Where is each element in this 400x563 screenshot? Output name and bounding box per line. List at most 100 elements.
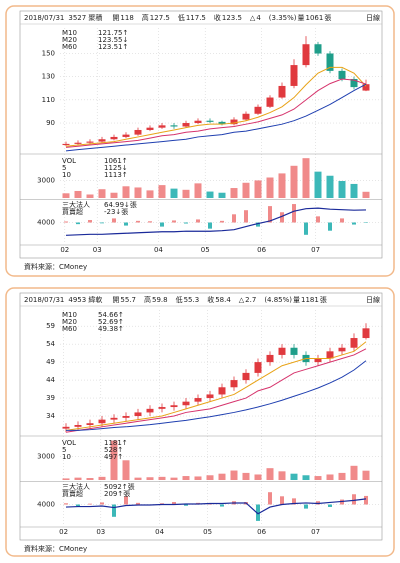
candle-body — [338, 70, 346, 79]
volume-bar — [170, 477, 178, 480]
y-tick-label: 130 — [42, 73, 55, 81]
volume-bar — [146, 477, 154, 480]
y-tick-label: 49 — [46, 358, 55, 366]
volume-bar — [86, 194, 94, 198]
volume-bar — [134, 477, 142, 480]
header-text: 4953 緯軟 — [68, 295, 102, 304]
volume-bar — [182, 476, 190, 480]
candle-body — [98, 419, 106, 424]
candle-body — [62, 426, 70, 429]
flow-bar — [208, 222, 212, 229]
flow-bar — [316, 501, 320, 505]
flow-bar — [256, 222, 260, 227]
candle-body — [206, 120, 214, 122]
flow-bar — [268, 492, 272, 505]
legend-value: 1125↓ — [104, 164, 128, 172]
candle-body — [134, 412, 142, 417]
candle-body — [314, 358, 322, 363]
volume-bar — [278, 173, 286, 198]
legend-value: 121.75↑ — [98, 29, 128, 37]
header-text: 127.5 — [150, 14, 170, 22]
candle-body — [362, 84, 370, 91]
x-tick-label: 07 — [311, 528, 320, 536]
y-tick-label: 59 — [46, 322, 55, 330]
header-text: 高 — [142, 13, 149, 22]
flow-bar — [256, 504, 260, 521]
flow-bar — [88, 503, 92, 505]
flow-bar — [172, 502, 176, 505]
header-text: △ — [239, 296, 245, 304]
flow-bar — [208, 503, 212, 505]
legend-value: 54.66↑ — [98, 311, 124, 319]
header-text: 123.5 — [222, 14, 242, 22]
institutional-line — [65, 207, 367, 236]
candle-body — [110, 136, 118, 140]
candle-body — [62, 143, 70, 146]
flow-bar — [340, 218, 344, 223]
candle-body — [194, 398, 202, 402]
volume-bar — [206, 191, 214, 198]
flow-bar — [340, 499, 344, 505]
candle-body — [158, 407, 166, 409]
legend-name: VOL — [62, 439, 76, 447]
legend-name: 10 — [62, 171, 71, 179]
volume-bar — [350, 183, 358, 198]
volume-bar — [290, 473, 298, 480]
flow-bar — [64, 503, 68, 505]
flow-bar — [304, 504, 308, 509]
volume-bar — [194, 476, 202, 480]
volume-bar — [242, 182, 250, 198]
x-tick-label: 02 — [60, 246, 69, 254]
volume-bar — [218, 192, 226, 198]
volume-bar — [326, 474, 334, 480]
legend-name: M10 — [62, 311, 77, 319]
y-tick-label: 4000 — [37, 501, 55, 509]
ma-line — [65, 83, 367, 152]
header-text: 58.4 — [215, 296, 231, 304]
volume-bar — [182, 189, 190, 198]
legend-name: 買賣超 — [62, 489, 83, 498]
flow-bar — [124, 222, 128, 226]
candle-body — [86, 423, 94, 426]
candle-body — [254, 106, 262, 114]
candle-body — [146, 127, 154, 130]
candle-body — [290, 65, 298, 86]
candle-body — [98, 139, 106, 142]
volume-bar — [302, 475, 310, 480]
legend-value: 64.99↓張 — [104, 201, 137, 209]
x-tick-label: 05 — [203, 528, 212, 536]
candle-body — [194, 120, 202, 124]
candle-body — [326, 53, 334, 71]
volume-bar — [230, 470, 238, 480]
flow-bar — [268, 206, 272, 223]
volume-bar — [62, 193, 70, 198]
legend-name: M20 — [62, 318, 77, 326]
header-text: 55.3 — [184, 296, 200, 304]
flow-bar — [184, 222, 188, 224]
volume-bar — [350, 465, 358, 480]
candle-body — [266, 354, 274, 363]
volume-bar — [314, 171, 322, 198]
candle-body — [326, 351, 334, 359]
volume-bar — [302, 158, 310, 198]
flow-bar — [316, 216, 320, 223]
flow-bar — [136, 220, 140, 223]
chart-frame — [19, 292, 383, 541]
header-text: 開 — [112, 296, 119, 304]
header-text: (3.35%) — [269, 14, 297, 22]
volume-bar — [254, 180, 262, 198]
candle-body — [74, 142, 82, 144]
x-tick-label: 03 — [93, 246, 102, 254]
legend-value: -23↓張 — [104, 208, 128, 216]
legend-name: 三大法人 — [62, 482, 90, 491]
volume-bar — [254, 474, 262, 480]
y-tick-label: 110 — [42, 96, 55, 104]
candle-body — [362, 328, 370, 339]
x-tick-label: 04 — [155, 528, 164, 536]
candle-body — [170, 405, 178, 408]
header-text: 59.8 — [152, 296, 168, 304]
header-text: 量 — [293, 296, 300, 304]
header-text: 2018/07/31 — [24, 296, 64, 304]
flow-bar — [100, 502, 104, 505]
header-text: 張 — [320, 296, 327, 304]
